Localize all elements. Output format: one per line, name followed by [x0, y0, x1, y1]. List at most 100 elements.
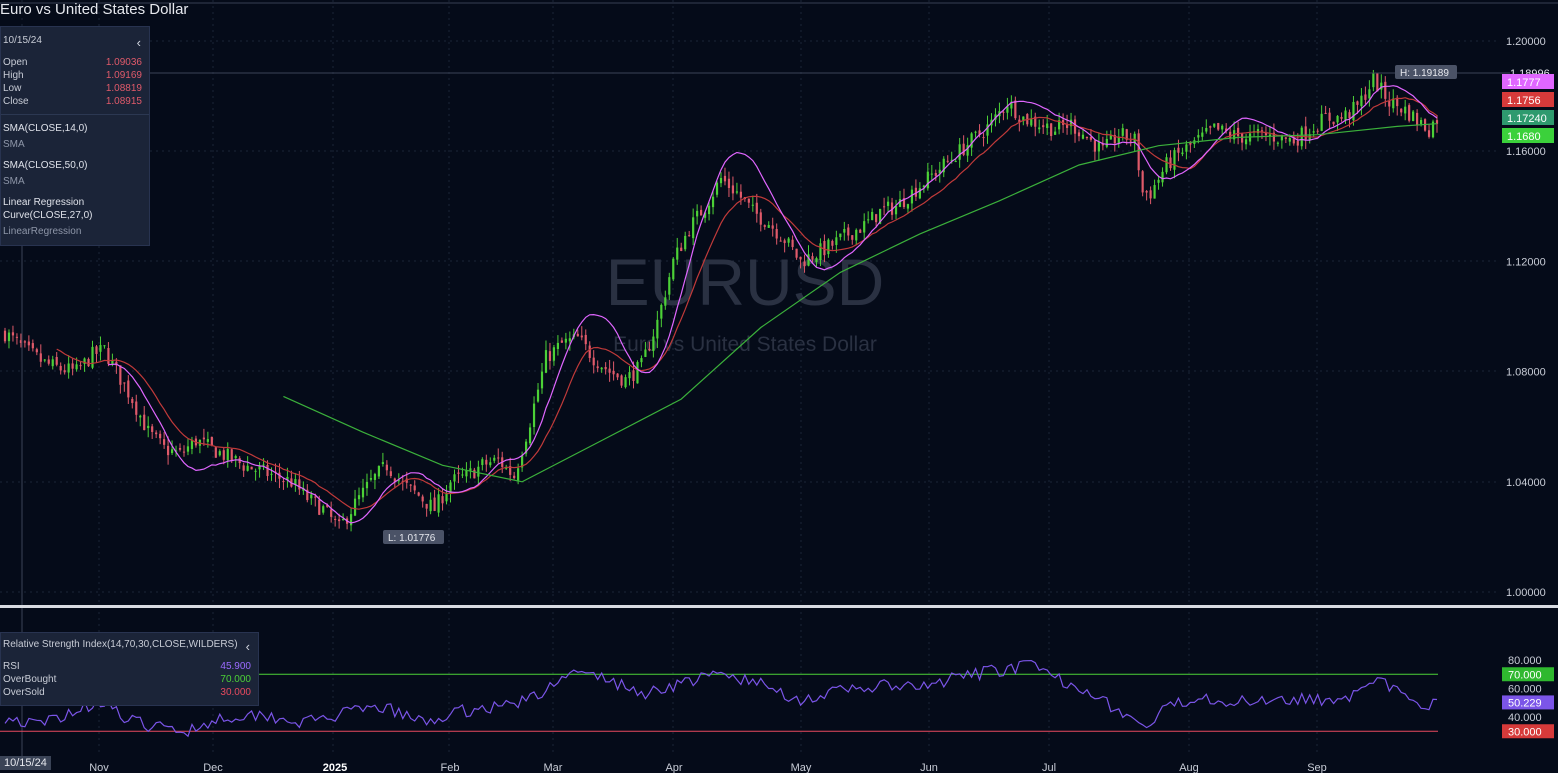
candle-body: [457, 472, 460, 474]
candle-body: [23, 341, 26, 343]
candle-body: [123, 382, 126, 384]
rsi-collapse-chevron-icon[interactable]: ‹: [245, 639, 250, 654]
candle-body: [954, 161, 957, 163]
x-axis-tick: Mar: [544, 762, 563, 773]
candle-body: [1276, 142, 1279, 144]
candle-body: [859, 229, 862, 233]
candle-body: [1046, 123, 1049, 129]
candle-body: [1141, 171, 1144, 193]
overbought-value: 70.000: [220, 674, 251, 685]
candle-body: [1364, 94, 1367, 100]
candle-body: [982, 137, 985, 139]
candle-body: [87, 358, 90, 367]
x-axis-tick: May: [791, 762, 812, 773]
candle-body: [166, 445, 170, 456]
candle-body: [1328, 112, 1331, 121]
candle-body: [819, 243, 822, 260]
candle-body: [1073, 119, 1077, 134]
candle-body: [405, 478, 408, 483]
candle-body: [1316, 130, 1319, 132]
candle-body: [556, 342, 560, 349]
candle-body: [898, 199, 902, 207]
candle-body: [357, 495, 361, 500]
candle-body: [1368, 89, 1371, 99]
candle-body: [755, 202, 758, 214]
candle-body: [1069, 119, 1073, 127]
candle-body: [735, 191, 739, 193]
candle-body: [1113, 135, 1116, 144]
candle-body: [218, 451, 221, 456]
x-axis-tick: 2025: [323, 762, 347, 773]
candle-body: [95, 346, 98, 354]
candle-body: [1149, 190, 1152, 199]
candle-body: [27, 341, 30, 346]
indicator-sma14-name[interactable]: SMA(CLOSE,14,0): [3, 123, 88, 134]
candle-body: [1173, 150, 1176, 170]
high-value: 1.09169: [105, 70, 142, 81]
candle-body: [1129, 140, 1132, 142]
candle-body: [875, 214, 878, 223]
candle-body: [715, 182, 719, 195]
candle-body: [242, 465, 245, 471]
candle-body: [449, 482, 452, 494]
x-axis-tick: Jul: [1042, 762, 1056, 773]
rsi-line: [4, 659, 1438, 738]
candle-body: [1388, 100, 1391, 107]
rsi-badge: [1502, 667, 1554, 682]
candle-body: [127, 380, 130, 398]
candle-body: [258, 466, 261, 470]
candle-body: [1376, 73, 1379, 92]
candle-body: [254, 470, 257, 472]
candle-body: [282, 481, 285, 483]
candle-body: [19, 340, 23, 343]
candle-body: [1081, 134, 1085, 139]
candle-body: [767, 224, 770, 228]
candle-body: [664, 297, 667, 306]
candle-body: [807, 254, 810, 266]
candle-body: [513, 475, 516, 479]
pane-separator[interactable]: [0, 605, 1558, 608]
candle-body: [1018, 119, 1021, 122]
candle-body: [1006, 106, 1009, 113]
collapse-chevron-icon[interactable]: ‹: [136, 35, 141, 50]
candle-body: [1105, 138, 1108, 147]
close-label: Close: [3, 96, 29, 107]
candle-body: [47, 359, 50, 364]
candle-body: [441, 496, 444, 504]
candle-body: [974, 131, 977, 133]
candle-body: [409, 484, 412, 486]
candle-body: [1404, 106, 1407, 114]
candle-body: [759, 212, 762, 225]
candle-body: [1209, 126, 1212, 128]
candle-body: [381, 462, 384, 464]
candle-body: [234, 456, 237, 459]
candle-body: [1256, 129, 1260, 134]
candle-body: [1189, 141, 1192, 145]
candle-body: [1392, 98, 1395, 109]
candle-body: [871, 211, 874, 221]
candle-body: [1109, 135, 1112, 140]
candle-body: [592, 357, 595, 366]
rsi-badge-text: 50.229: [1508, 697, 1542, 709]
indicator-linreg-name[interactable]: Linear Regression Curve(CLOSE,27,0): [3, 197, 93, 221]
candle-body: [588, 345, 591, 358]
price-badge-text: 1.1756: [1507, 95, 1541, 107]
ohlc-date: 10/15/24: [3, 35, 42, 46]
candle-body: [576, 333, 579, 337]
candle-body: [938, 169, 941, 174]
candle-body: [652, 336, 655, 351]
candle-body: [628, 372, 631, 379]
candle-body: [206, 439, 209, 442]
sma50-line: [283, 123, 1438, 483]
candle-body: [548, 351, 552, 361]
candle-body: [389, 471, 392, 477]
candle-body: [882, 206, 886, 208]
candle-body: [692, 217, 695, 239]
indicator-sma50-name[interactable]: SMA(CLOSE,50,0): [3, 160, 88, 171]
candle-body: [910, 189, 914, 204]
candle-body: [210, 436, 213, 446]
candle-body: [528, 427, 532, 444]
candle-body: [1304, 126, 1307, 140]
candle-body: [294, 479, 297, 485]
